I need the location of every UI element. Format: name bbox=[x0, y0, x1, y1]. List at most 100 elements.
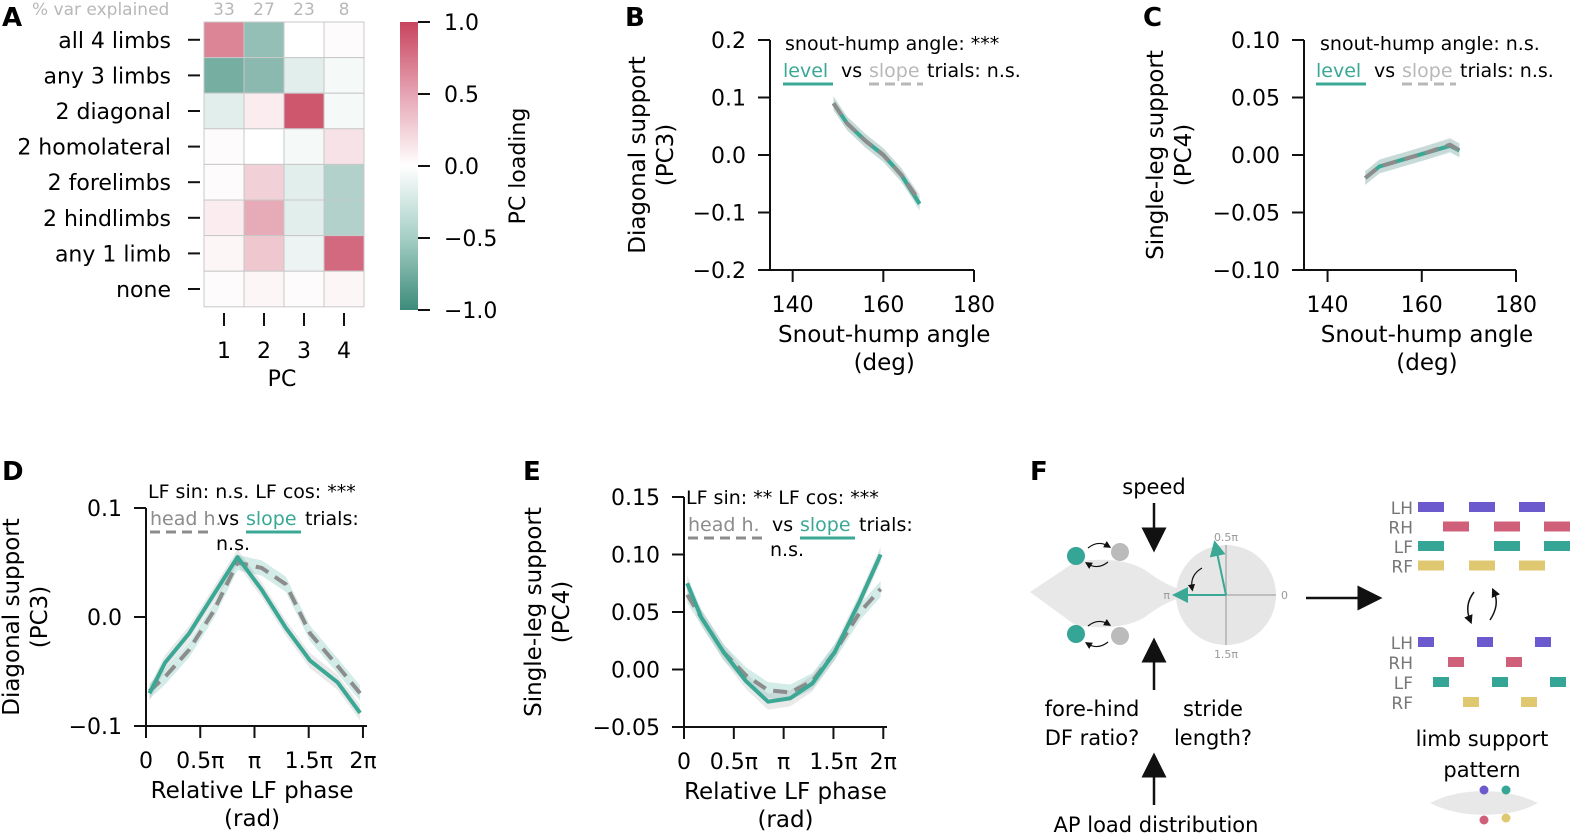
legend-vs: vs bbox=[218, 508, 239, 530]
legend-tail: trials: bbox=[305, 508, 359, 530]
stance-bar bbox=[1418, 502, 1444, 512]
y-axis-label-unit: (PC4) bbox=[1171, 124, 1197, 187]
limb-label: LF bbox=[1394, 674, 1413, 694]
x-tick-label: 140 bbox=[1307, 293, 1349, 318]
x-axis-label-unit: (rad) bbox=[224, 806, 280, 832]
y-tick-label: −0.10 bbox=[1213, 259, 1280, 284]
y-tick-label: 0.00 bbox=[1231, 144, 1280, 169]
legend-tail: trials: n.s. bbox=[927, 60, 1021, 82]
heatmap-row-label: all 4 limbs bbox=[58, 29, 171, 54]
limb-label: LH bbox=[1391, 634, 1413, 654]
polar-label-bottom: 1.5π bbox=[1214, 648, 1238, 661]
y-tick-label: 0.00 bbox=[611, 659, 660, 684]
legend-tail: trials: bbox=[859, 514, 913, 536]
heatmap-col-label: 4 bbox=[337, 339, 351, 364]
x-tick-label: 2π bbox=[349, 749, 376, 774]
stance-bar bbox=[1418, 541, 1444, 551]
y-tick-label: 0.10 bbox=[1231, 29, 1280, 54]
y-tick-label: 0.2 bbox=[711, 29, 746, 54]
mouse-icon-lf-dot bbox=[1501, 785, 1511, 795]
y-tick-label: 0.1 bbox=[87, 497, 122, 522]
stance-bar bbox=[1506, 657, 1522, 667]
x-axis-label-unit: (deg) bbox=[1396, 350, 1457, 376]
heatmap-cell bbox=[323, 199, 365, 237]
x-tick-label: 0.5π bbox=[176, 749, 224, 774]
panel-label-c: C bbox=[1143, 3, 1162, 33]
var-explained-label: % var explained bbox=[32, 0, 169, 20]
series-line bbox=[831, 102, 922, 205]
colorbar-tick-label: −0.5 bbox=[444, 227, 497, 252]
heatmap-cell bbox=[323, 163, 365, 201]
legend-entry-b: slope bbox=[1402, 60, 1453, 82]
heatmap-cell bbox=[243, 57, 285, 94]
heatmap-cell bbox=[203, 57, 245, 94]
heatmap-cell bbox=[283, 128, 325, 165]
y-tick-label: 0.0 bbox=[87, 606, 122, 631]
y-tick-label: 0.0 bbox=[711, 144, 746, 169]
stance-bar bbox=[1477, 637, 1493, 647]
y-tick-label: −0.2 bbox=[693, 259, 746, 284]
legend-entry-b: slope bbox=[800, 514, 851, 536]
var-explained-value: 27 bbox=[253, 0, 275, 20]
y-axis-label: Diagonal support bbox=[0, 518, 25, 716]
heatmap-cell bbox=[323, 92, 365, 130]
legend-tail-2: n.s. bbox=[216, 533, 250, 555]
panel-label-e: E bbox=[523, 457, 541, 487]
x-tick-label: 2π bbox=[870, 750, 897, 775]
heatmap-cell bbox=[243, 270, 285, 308]
y-axis-label: Single-leg support bbox=[521, 507, 547, 717]
panel-c-plot: 0.10 0.05 0.00 −0.05 −0.10 140 160 180 Snout-hum… bbox=[1143, 29, 1554, 376]
heatmap-cell bbox=[323, 270, 365, 308]
x-axis-label: Snout-hump angle bbox=[778, 322, 990, 348]
heatmap-xlabel: PC bbox=[268, 367, 297, 392]
heatmap-cell bbox=[203, 199, 245, 237]
panel-e-plot: 0.15 0.10 0.05 0.00 −0.05 0 0.5π π 1.5π 2π Relativ… bbox=[521, 486, 913, 833]
phase-rotation-arrow bbox=[1187, 567, 1203, 592]
stance-bar bbox=[1443, 521, 1469, 532]
panel-label-a: A bbox=[2, 3, 22, 33]
polar-label-top: 0.5π bbox=[1214, 531, 1238, 544]
heatmap-cell bbox=[323, 128, 365, 165]
annotation-stats: snout-hump angle: n.s. bbox=[1320, 33, 1540, 55]
coupling-arrow-bottom bbox=[1087, 619, 1112, 627]
support-label-2: pattern bbox=[1443, 758, 1520, 782]
colorbar-ticks: 1.0 0.5 0.0 −0.5 −1.0 bbox=[418, 11, 497, 324]
x-tick-label: 1.5π bbox=[285, 749, 333, 774]
annotation-stats: LF sin: ** LF cos: *** bbox=[686, 487, 879, 509]
var-explained-value: 33 bbox=[213, 0, 235, 20]
lh-paw-marker bbox=[1111, 543, 1129, 561]
legend-entry-b: slope bbox=[869, 60, 920, 82]
stance-bar bbox=[1521, 697, 1537, 707]
coupling-arrow-bottom-back bbox=[1084, 641, 1109, 649]
colorbar-label: PC loading bbox=[506, 108, 531, 225]
y-tick-label: 0.15 bbox=[611, 486, 660, 511]
annotation-stats: LF sin: n.s. LF cos: *** bbox=[148, 481, 356, 503]
colorbar-tick-label: 0.0 bbox=[444, 155, 479, 180]
phase-vector-half-pi bbox=[1209, 540, 1227, 596]
stride-label-1: stride bbox=[1183, 697, 1243, 721]
heatmap-cell bbox=[283, 57, 325, 94]
stance-bar bbox=[1535, 637, 1551, 647]
rh-paw-marker bbox=[1111, 627, 1129, 645]
y-axis-label-unit: (PC3) bbox=[653, 124, 679, 187]
y-axis-label: Diagonal support bbox=[625, 56, 651, 254]
coupling-arrow-top-back bbox=[1084, 561, 1109, 569]
heatmap-cell bbox=[323, 57, 365, 94]
heatmap-cell bbox=[243, 199, 285, 237]
x-tick-label: π bbox=[777, 750, 790, 775]
legend-vs: vs bbox=[841, 60, 862, 82]
fore-hind-label-2: DF ratio? bbox=[1045, 726, 1140, 750]
diagram-panel: speed 0.5π π 0 1.5π fore-hind DF ratio? … bbox=[1030, 475, 1570, 837]
x-tick-label: 1.5π bbox=[809, 750, 857, 775]
stride-label-2: length? bbox=[1174, 726, 1252, 750]
gait-switch-arrow-down bbox=[1464, 591, 1475, 625]
x-tick-label: 0 bbox=[139, 749, 153, 774]
stance-bar bbox=[1494, 521, 1520, 532]
y-tick-label: 0.1 bbox=[711, 87, 746, 112]
limb-label: RF bbox=[1391, 694, 1413, 714]
limb-label: RF bbox=[1391, 558, 1413, 578]
heatmap-cell bbox=[283, 270, 325, 308]
heatmap-cell bbox=[283, 235, 325, 272]
polar-label-right: 0 bbox=[1281, 589, 1288, 602]
heatmap-row-label: 2 hindlimbs bbox=[43, 207, 171, 232]
